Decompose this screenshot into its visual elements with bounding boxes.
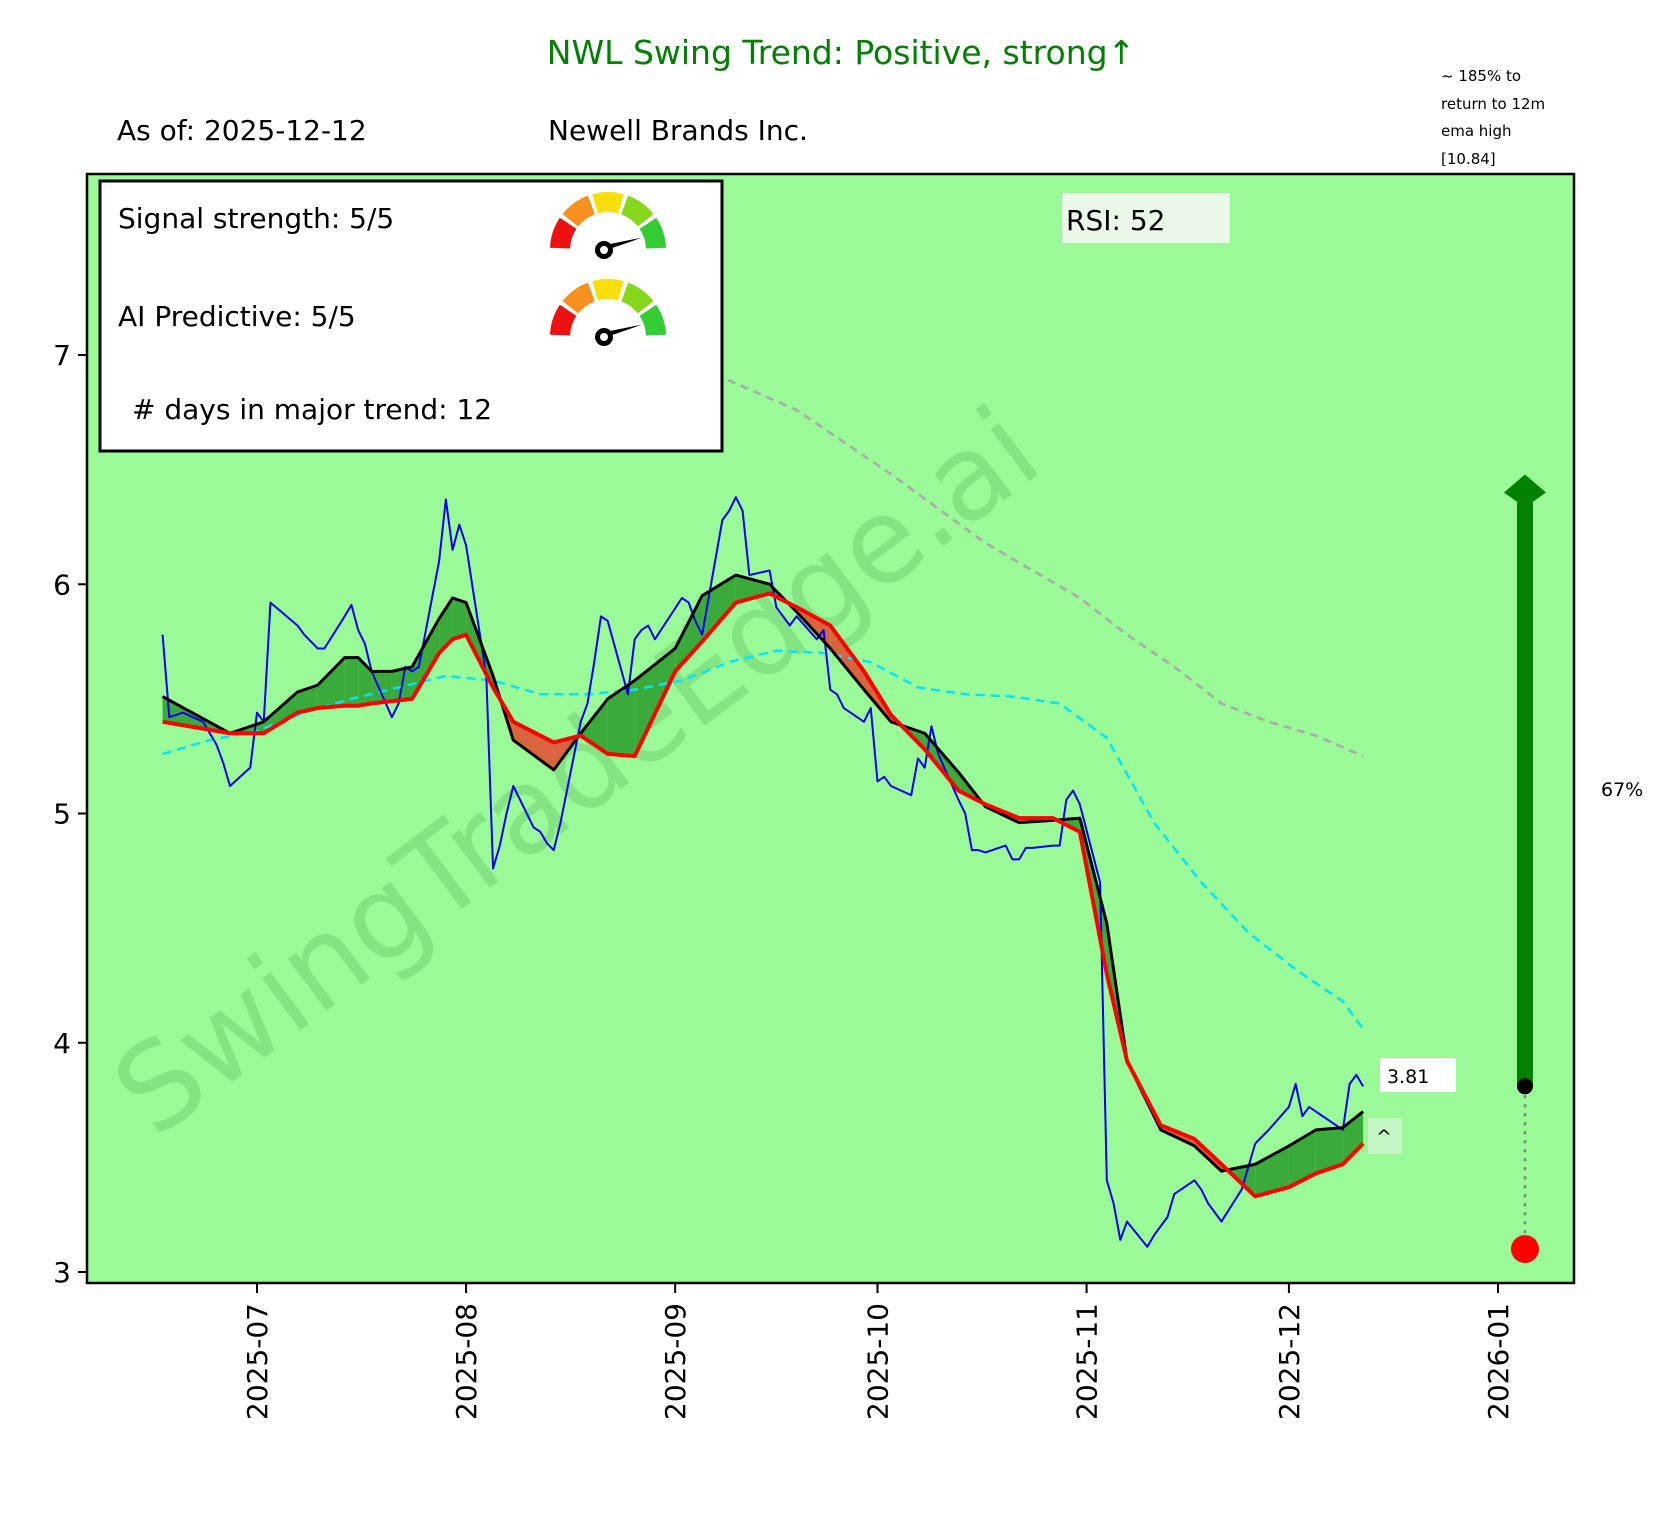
y-tick-label: 7: [53, 339, 71, 372]
trend-fill: [412, 618, 440, 699]
trend-fill: [580, 698, 608, 754]
gauge-segment: [562, 195, 595, 227]
trend-fill: [297, 685, 318, 713]
company-name: Newell Brands Inc.: [548, 114, 808, 147]
ema-note-line: ema high: [1441, 122, 1512, 140]
gauge-hub-center: [600, 246, 608, 254]
trend-fill: [513, 721, 554, 770]
target-pct-label: 67%: [1601, 779, 1643, 801]
x-tick-label: 2026-01: [1482, 1303, 1515, 1420]
trend-fill: [1288, 1129, 1316, 1188]
y-tick-label: 5: [53, 798, 71, 831]
gauge-segment: [550, 217, 577, 249]
y-tick-label: 4: [53, 1027, 71, 1060]
gauge-segment: [592, 192, 624, 214]
trend-fill: [830, 625, 865, 690]
trend-fill: [675, 595, 703, 672]
series-layer: [161, 367, 1365, 1248]
ema-note: ~ 185% to return to 12m ema high [10.84]: [1441, 67, 1545, 168]
ema-note-line: return to 12m: [1441, 95, 1545, 113]
gauge-segment: [592, 279, 624, 301]
stop-dot: [1510, 1235, 1539, 1264]
gauge-segment: [639, 217, 666, 249]
ai-gauge-icon: [550, 279, 666, 346]
as-of-date: As of: 2025-12-12: [117, 114, 367, 147]
gauge-segment: [621, 282, 654, 314]
rsi-label: RSI: 52: [1066, 204, 1165, 237]
x-tick-label: 2025-07: [241, 1303, 274, 1420]
signal-gauge-icon: [550, 192, 666, 259]
trend-fill: [344, 657, 359, 706]
trend-fill: [1315, 1127, 1343, 1174]
info-box: Signal strength: 5/5 AI Predictive: 5/5 …: [98, 179, 724, 453]
x-tick-label: 2025-08: [450, 1303, 483, 1420]
signal-strength-label: Signal strength: 5/5: [118, 202, 394, 235]
current-price-dot: [1516, 1078, 1533, 1095]
gauge-hub-center: [600, 333, 608, 341]
gauge-segment: [562, 282, 595, 314]
annotation-layer: [1503, 474, 1546, 1264]
price-label-bg: [1380, 1058, 1456, 1092]
caret-label-bg: [1368, 1118, 1402, 1154]
x-tick-label: 2025-11: [1071, 1303, 1104, 1420]
trend-fill: [1255, 1145, 1289, 1197]
trend-fill: [371, 671, 392, 704]
ema-note-line: ~ 185% to: [1441, 67, 1521, 85]
trend-fill: [263, 691, 298, 734]
x-tick-label: 2025-12: [1273, 1303, 1306, 1420]
price-line: [161, 496, 1364, 1248]
info-box-frame: [98, 179, 724, 453]
x-tick-label: 2025-09: [659, 1303, 692, 1420]
cyan-ma-line: [162, 649, 1365, 1030]
trend-fill: [317, 657, 345, 709]
trend-fill: [452, 598, 467, 640]
fast-ema-line: [161, 573, 1365, 1173]
gauge-segment: [621, 195, 654, 227]
ema-note-line: [10.84]: [1441, 150, 1496, 168]
y-tick-label: 3: [53, 1256, 71, 1289]
trend-fill: [634, 648, 676, 757]
ai-predictive-label: AI Predictive: 5/5: [118, 300, 356, 333]
slow-ema-line: [162, 591, 1365, 1199]
gauge-segment: [639, 304, 666, 336]
gauge-segment: [550, 304, 577, 336]
x-tick-label: 2025-10: [862, 1303, 895, 1420]
caret-label: ^: [1376, 1126, 1392, 1148]
y-axis: 3 4 5 6 7: [53, 339, 87, 1289]
target-arrow-head: [1503, 474, 1546, 508]
y-tick-label: 6: [53, 568, 71, 601]
chart-title: NWL Swing Trend: Positive, strong↑: [547, 33, 1135, 72]
trend-fill: [607, 680, 635, 757]
trend-fill: [439, 598, 453, 654]
rsi-label-bg: [1062, 193, 1230, 243]
x-axis: 2025-07 2025-08 2025-09 2025-10 2025-11 2025-…: [241, 1283, 1515, 1420]
days-in-trend-label: # days in major trend: 12: [132, 393, 492, 426]
last-price-label: 3.81: [1387, 1066, 1429, 1088]
plot-frame: [85, 172, 1576, 1285]
